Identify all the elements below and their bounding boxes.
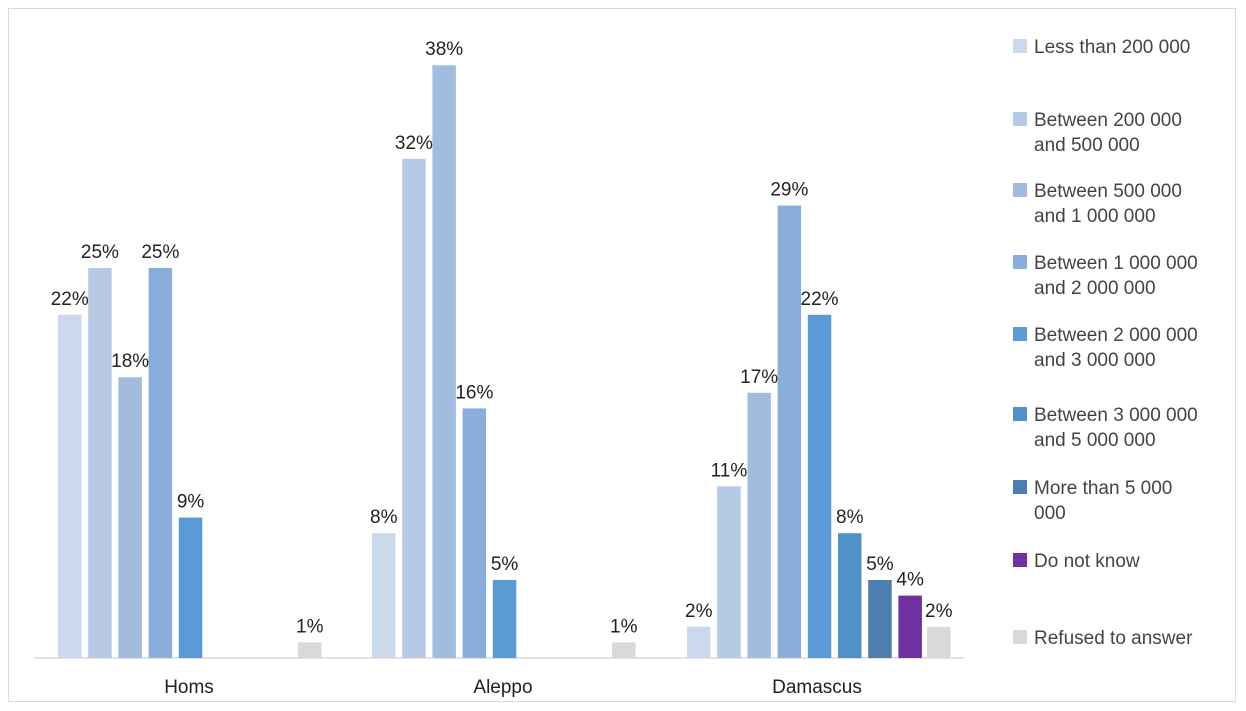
legend: Less than 200 000 Between 200 000 and 500 … bbox=[1013, 37, 1198, 649]
legend-swatch-2 bbox=[1013, 112, 1027, 126]
data-label-aleppo-series-3: 38% bbox=[425, 39, 463, 60]
data-label-homs-series-2: 25% bbox=[81, 242, 119, 263]
legend-label-9: Refused to answer bbox=[1034, 628, 1193, 649]
legend-item-7: More than 5 000 000 bbox=[1013, 478, 1172, 524]
legend-label-7: More than 5 000 000 bbox=[1034, 478, 1172, 524]
bar-homs-series-4 bbox=[148, 268, 173, 658]
legend-label-8: Do not know bbox=[1034, 551, 1140, 572]
data-label-homs-series-4: 25% bbox=[141, 242, 179, 263]
bars-group bbox=[58, 65, 951, 659]
bar-damascus-series-5 bbox=[807, 314, 832, 658]
x-tick-labels-group: Homs Aleppo Damascus bbox=[164, 677, 862, 698]
data-label-damascus-series-8: 4% bbox=[896, 570, 924, 591]
data-label-homs-series-5: 9% bbox=[177, 492, 205, 513]
bar-homs-series-9 bbox=[298, 642, 322, 658]
bar-damascus-series-6 bbox=[838, 533, 862, 658]
x-tick-label-homs: Homs bbox=[164, 677, 214, 698]
data-label-damascus-series-9: 2% bbox=[925, 601, 953, 622]
bar-damascus-series-7 bbox=[868, 580, 892, 658]
bar-homs-series-2 bbox=[88, 268, 112, 658]
legend-label-3: Between 500 000 and 1 000 000 bbox=[1034, 181, 1182, 227]
data-label-damascus-series-1: 2% bbox=[685, 601, 713, 622]
legend-label-4: Between 1 000 000 and 2 000 000 bbox=[1034, 253, 1198, 299]
data-label-aleppo-series-5: 5% bbox=[491, 554, 519, 575]
x-tick-label-aleppo: Aleppo bbox=[473, 677, 532, 698]
bar-damascus-series-8 bbox=[898, 595, 922, 658]
legend-swatch-8 bbox=[1013, 553, 1027, 567]
data-label-aleppo-series-9: 1% bbox=[610, 616, 638, 637]
legend-label-2: Between 200 000 and 500 000 bbox=[1034, 110, 1182, 156]
data-label-damascus-series-2: 11% bbox=[711, 460, 748, 481]
data-label-homs-series-9: 1% bbox=[296, 616, 324, 637]
bar-homs-series-1 bbox=[58, 314, 82, 658]
data-label-damascus-series-3: 17% bbox=[740, 367, 778, 388]
data-label-aleppo-series-4: 16% bbox=[455, 382, 493, 403]
bar-aleppo-series-1 bbox=[372, 533, 396, 658]
legend-swatch-9 bbox=[1013, 630, 1027, 644]
legend-item-8: Do not know bbox=[1013, 551, 1140, 572]
legend-label-1: Less than 200 000 bbox=[1034, 37, 1190, 58]
bar-damascus-series-2 bbox=[717, 486, 741, 658]
legend-swatch-7 bbox=[1013, 480, 1027, 494]
legend-swatch-4 bbox=[1013, 255, 1027, 269]
bar-aleppo-series-5 bbox=[492, 580, 517, 658]
data-label-damascus-series-4: 29% bbox=[770, 180, 808, 201]
legend-label-6: Between 3 000 000 and 5 000 000 bbox=[1034, 405, 1198, 451]
data-label-aleppo-series-1: 8% bbox=[370, 507, 398, 528]
legend-label-5: Between 2 000 000 and 3 000 000 bbox=[1034, 325, 1198, 371]
bar-aleppo-series-3 bbox=[432, 65, 456, 658]
legend-item-4: Between 1 000 000 and 2 000 000 bbox=[1013, 253, 1198, 299]
data-label-damascus-series-5: 22% bbox=[801, 289, 839, 310]
legend-item-3: Between 500 000 and 1 000 000 bbox=[1013, 181, 1182, 227]
data-label-damascus-series-6: 8% bbox=[836, 507, 864, 528]
legend-swatch-3 bbox=[1013, 183, 1027, 197]
bar-homs-series-5 bbox=[178, 517, 203, 658]
legend-item-2: Between 200 000 and 500 000 bbox=[1013, 110, 1182, 156]
data-labels-group: 22% 25% 18% 25% 9% 1% 8% 32% 38% 16% 5% 1% 2% 11% 17% 2… bbox=[51, 39, 953, 637]
legend-item-5: Between 2 000 000 and 3 000 000 bbox=[1013, 325, 1198, 371]
chart-frame: 22% 25% 18% 25% 9% 1% 8% 32% 38% 16% 5% 1% 2% 11% 17% 2… bbox=[8, 8, 1236, 702]
bar-aleppo-series-2 bbox=[402, 158, 426, 659]
bar-damascus-series-1 bbox=[687, 626, 711, 658]
bar-aleppo-series-9 bbox=[612, 642, 636, 658]
data-label-aleppo-series-2: 32% bbox=[395, 133, 433, 154]
bar-aleppo-series-4 bbox=[462, 408, 487, 658]
data-label-damascus-series-7: 5% bbox=[866, 554, 894, 575]
legend-item-6: Between 3 000 000 and 5 000 000 bbox=[1013, 405, 1198, 451]
data-label-homs-series-1: 22% bbox=[51, 289, 89, 310]
data-label-homs-series-3: 18% bbox=[111, 351, 149, 372]
legend-swatch-6 bbox=[1013, 407, 1027, 421]
legend-item-1: Less than 200 000 bbox=[1013, 37, 1190, 58]
legend-item-9: Refused to answer bbox=[1013, 628, 1193, 649]
bar-damascus-series-9 bbox=[927, 626, 951, 658]
legend-swatch-5 bbox=[1013, 327, 1027, 341]
bar-damascus-series-4 bbox=[777, 205, 802, 658]
x-tick-label-damascus: Damascus bbox=[772, 677, 862, 698]
legend-swatch-1 bbox=[1013, 39, 1027, 53]
bar-damascus-series-3 bbox=[747, 392, 771, 658]
chart: 22% 25% 18% 25% 9% 1% 8% 32% 38% 16% 5% 1% 2% 11% 17% 2… bbox=[34, 37, 1198, 698]
bar-homs-series-3 bbox=[118, 377, 142, 658]
